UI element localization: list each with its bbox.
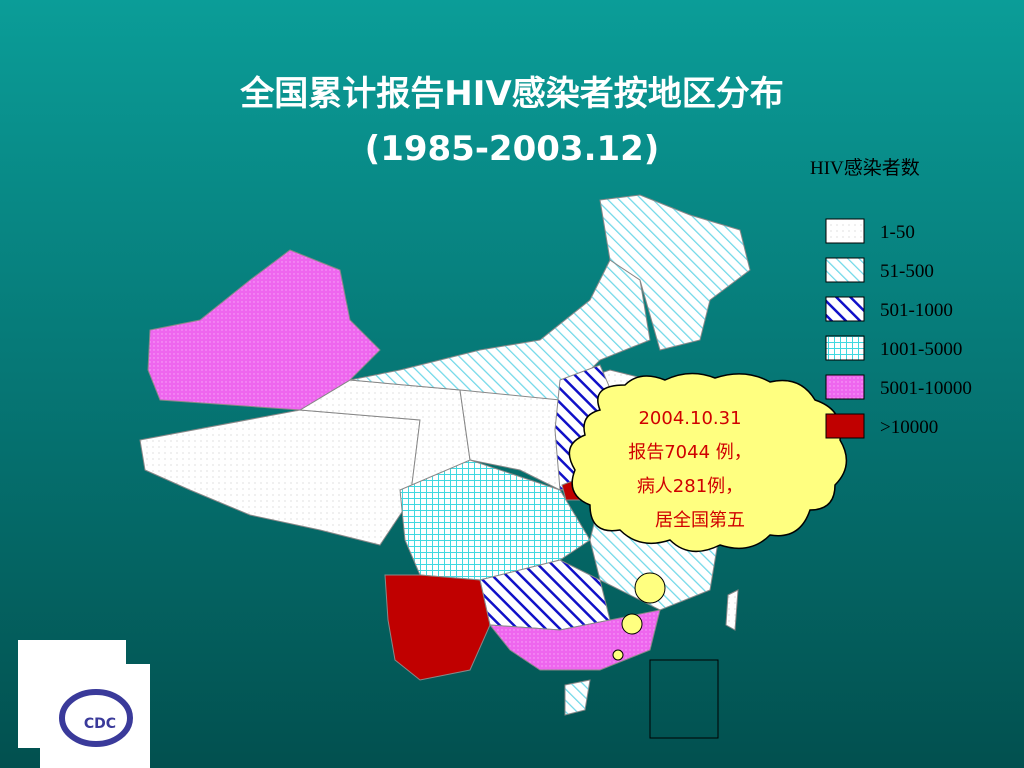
callout-line: 报告7044 例，: [628, 442, 752, 463]
legend-label: 1001-5000: [880, 339, 962, 360]
legend-swatch: [825, 257, 865, 283]
tibet: [139, 409, 421, 546]
subtitle: (1985-2003.12): [365, 129, 660, 169]
legend-label: >10000: [880, 417, 938, 438]
callout-bubble: [634, 572, 666, 604]
taiwan: [725, 589, 739, 631]
callout-bubble: [612, 649, 624, 661]
callout-line: 病人281例，: [637, 476, 743, 497]
callout-cloud: [568, 372, 848, 553]
legend-label: 5001-10000: [880, 378, 972, 399]
south-sea-box: [649, 659, 719, 739]
xinjiang: [147, 249, 381, 411]
legend-swatch: [825, 296, 865, 322]
legend-swatch: [825, 413, 865, 439]
legend-label: 51-500: [880, 261, 934, 282]
legend-title: HIV感染者数: [810, 157, 920, 179]
legend-swatch: [825, 335, 865, 361]
logo-ring: [59, 689, 133, 747]
northeast: [599, 194, 751, 351]
legend-swatches: [825, 218, 865, 439]
yunnan: [384, 574, 491, 681]
hainan: [564, 679, 591, 716]
callout-line: 居全国第五: [655, 510, 745, 531]
callout-bubble: [621, 613, 643, 635]
title: 全国累计报告HIV感染者按地区分布: [239, 74, 783, 114]
logo-text: CDC: [84, 716, 116, 732]
legend-label: 501-1000: [880, 300, 953, 321]
legend-swatch: [825, 374, 865, 400]
legend-label: 1-50: [880, 222, 915, 243]
callout-line: 2004.10.31: [638, 408, 741, 429]
legend-swatch: [825, 218, 865, 244]
